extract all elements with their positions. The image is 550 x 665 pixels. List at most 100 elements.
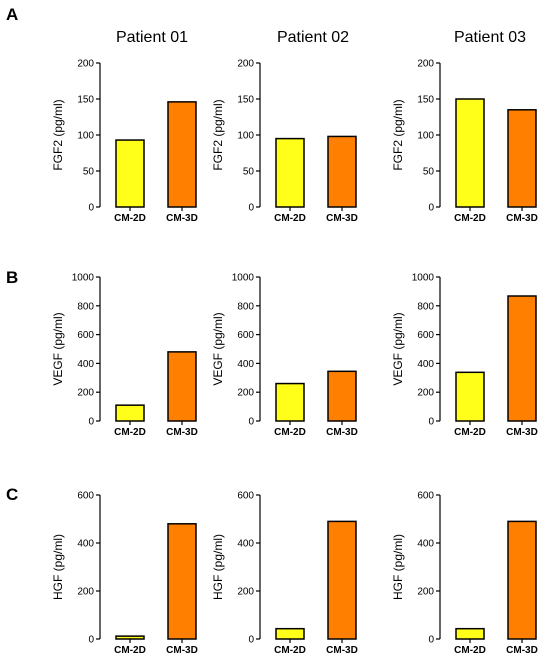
y-axis-label: FGF2 (pg/ml) xyxy=(51,99,65,170)
y-tick-label: 600 xyxy=(417,491,434,502)
column-header-patient-02: Patient 02 xyxy=(277,29,349,46)
chart-b-1: 0 200 400 600 800 1000 VEGF (pg/ml) CM-2D CM-3D xyxy=(51,273,198,439)
chart-c-1: 0 200 400 600 HGF (pg/ml) CM-2D CM-3D xyxy=(51,491,198,657)
chart-a-3: 0 50 100 150 200 FGF2 (pg/ml) CM-2D CM-3D xyxy=(391,59,538,225)
bar-cm-2d xyxy=(455,98,485,208)
x-category-label: CM-3D xyxy=(506,213,538,224)
y-tick-label: 0 xyxy=(428,635,434,646)
y-tick-label: 800 xyxy=(237,301,254,312)
y-tick-label: 200 xyxy=(417,388,434,399)
y-tick-label: 150 xyxy=(417,95,434,106)
chart-c-3: 0 200 400 600 HGF (pg/ml) CM-2D CM-3D xyxy=(391,491,538,657)
x-category-label: CM-2D xyxy=(114,427,146,438)
panel-letter-c: C xyxy=(6,485,18,504)
x-category-label: CM-2D xyxy=(454,645,486,656)
column-header-patient-03: Patient 03 xyxy=(454,29,526,46)
y-tick-label: 1000 xyxy=(232,273,255,284)
y-tick-label: 50 xyxy=(243,167,255,178)
y-tick-label: 600 xyxy=(77,330,94,341)
y-tick-label: 200 xyxy=(77,587,94,598)
y-tick-label: 600 xyxy=(417,330,434,341)
bar-cm-2d xyxy=(275,137,305,208)
bar-cm-3d xyxy=(167,101,197,208)
y-tick-label: 200 xyxy=(237,388,254,399)
chart-b-3: 0 200 400 600 800 1000 VEGF (pg/ml) CM-2D CM-3D xyxy=(391,273,538,439)
y-tick-label: 400 xyxy=(417,539,434,550)
x-category-label: CM-2D xyxy=(114,645,146,656)
y-tick-label: 150 xyxy=(77,95,94,106)
x-category-label: CM-3D xyxy=(506,427,538,438)
bar-cm-3d xyxy=(327,370,357,422)
chart-c-2: 0 200 400 600 HGF (pg/ml) CM-2D CM-3D xyxy=(211,491,358,657)
y-tick-label: 0 xyxy=(248,203,254,214)
y-tick-label: 1000 xyxy=(72,273,95,284)
x-category-label: CM-3D xyxy=(506,645,538,656)
x-category-label: CM-3D xyxy=(326,427,358,438)
y-tick-label: 1000 xyxy=(412,273,435,284)
y-tick-label: 600 xyxy=(237,330,254,341)
x-category-label: CM-3D xyxy=(166,213,198,224)
x-category-label: CM-2D xyxy=(454,213,486,224)
bar-cm-2d xyxy=(455,371,485,422)
x-category-label: CM-3D xyxy=(166,427,198,438)
y-tick-label: 400 xyxy=(77,359,94,370)
chart-a-1: 0 50 100 150 200 FGF2 (pg/ml) CM-2D CM-3D xyxy=(51,59,198,225)
bar-cm-3d xyxy=(507,295,537,422)
chart-b-2: 0 200 400 600 800 1000 VEGF (pg/ml) CM-2D CM-3D xyxy=(211,273,358,439)
x-category-label: CM-2D xyxy=(454,427,486,438)
y-tick-label: 50 xyxy=(423,167,435,178)
bar-cm-3d xyxy=(327,520,357,640)
column-header-patient-01: Patient 01 xyxy=(116,29,188,46)
y-tick-label: 0 xyxy=(428,203,434,214)
panel-letter-a: A xyxy=(6,5,18,24)
y-tick-label: 400 xyxy=(237,539,254,550)
y-tick-label: 800 xyxy=(417,301,434,312)
charts: 0 50 100 150 200 FGF2 (pg/ml) CM-2D CM-3D 0 50 100… xyxy=(51,59,538,657)
bar-cm-3d xyxy=(507,109,537,208)
x-category-label: CM-2D xyxy=(114,213,146,224)
y-tick-label: 600 xyxy=(237,491,254,502)
bar-cm-3d xyxy=(167,523,197,640)
y-tick-label: 600 xyxy=(77,491,94,502)
y-tick-label: 100 xyxy=(237,131,254,142)
y-tick-label: 0 xyxy=(88,635,94,646)
y-tick-label: 400 xyxy=(237,359,254,370)
y-axis-label: HGF (pg/ml) xyxy=(211,534,225,600)
y-axis-label: HGF (pg/ml) xyxy=(391,534,405,600)
y-tick-label: 200 xyxy=(417,59,434,70)
y-tick-label: 0 xyxy=(88,203,94,214)
x-category-label: CM-3D xyxy=(166,645,198,656)
bar-cm-2d xyxy=(115,404,145,422)
y-axis-label: FGF2 (pg/ml) xyxy=(211,99,225,170)
y-axis-label: VEGF (pg/ml) xyxy=(211,312,225,385)
bar-cm-2d xyxy=(115,139,145,208)
y-axis-label: FGF2 (pg/ml) xyxy=(391,99,405,170)
y-axis-label: HGF (pg/ml) xyxy=(51,534,65,600)
x-category-label: CM-2D xyxy=(274,427,306,438)
x-category-label: CM-2D xyxy=(274,213,306,224)
x-category-label: CM-3D xyxy=(326,213,358,224)
bar-cm-2d xyxy=(455,627,485,640)
y-tick-label: 200 xyxy=(77,388,94,399)
y-tick-label: 100 xyxy=(417,131,434,142)
panel-letter-b: B xyxy=(6,268,18,287)
bar-cm-2d xyxy=(275,627,305,640)
y-tick-label: 800 xyxy=(77,301,94,312)
y-axis-label: VEGF (pg/ml) xyxy=(391,312,405,385)
y-tick-label: 200 xyxy=(237,59,254,70)
y-axis-label: VEGF (pg/ml) xyxy=(51,312,65,385)
y-tick-label: 100 xyxy=(77,131,94,142)
bar-cm-2d xyxy=(275,382,305,422)
bar-cm-3d xyxy=(507,520,537,640)
y-tick-label: 0 xyxy=(88,417,94,428)
bar-cm-2d xyxy=(115,635,145,640)
y-tick-label: 200 xyxy=(417,587,434,598)
y-tick-label: 0 xyxy=(248,635,254,646)
x-category-label: CM-3D xyxy=(326,645,358,656)
y-tick-label: 0 xyxy=(248,417,254,428)
y-tick-label: 200 xyxy=(237,587,254,598)
y-tick-label: 50 xyxy=(83,167,95,178)
y-tick-label: 400 xyxy=(77,539,94,550)
y-tick-label: 150 xyxy=(237,95,254,106)
